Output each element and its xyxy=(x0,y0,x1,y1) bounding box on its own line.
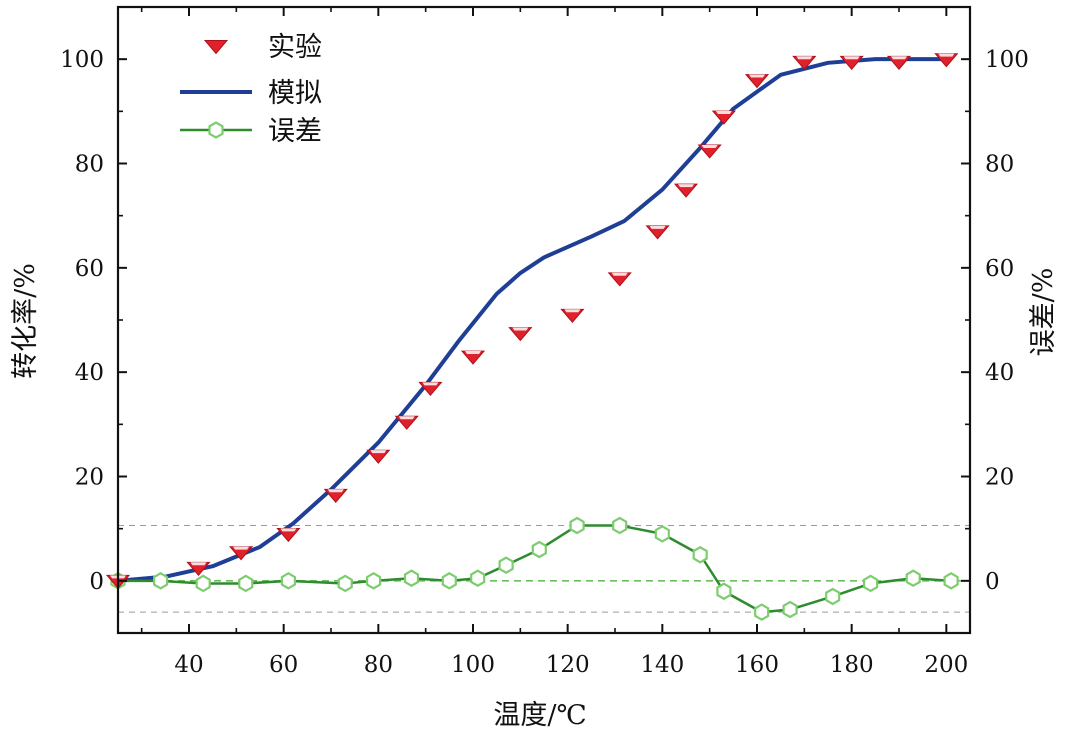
experiment-point xyxy=(228,546,254,561)
y-tick-label: 20 xyxy=(75,465,104,491)
y-tick-label: 0 xyxy=(89,569,104,595)
error-point xyxy=(498,556,514,574)
error-point xyxy=(153,572,169,590)
legend-marker-error xyxy=(208,121,224,139)
x-tick-label: 180 xyxy=(830,652,874,678)
y2-tick-label: 20 xyxy=(985,465,1014,491)
experiment-point xyxy=(886,55,912,70)
experiment-point xyxy=(792,55,817,70)
experiment-point xyxy=(744,74,770,89)
error-point xyxy=(716,582,732,601)
axes xyxy=(116,5,972,635)
y2-tick-label: 100 xyxy=(985,47,1029,73)
series-error xyxy=(110,516,959,621)
error-point xyxy=(862,574,879,593)
legend-label-error: 误差 xyxy=(268,116,322,147)
experiment-point xyxy=(323,488,348,503)
experiment-point xyxy=(645,225,670,240)
experiment-point xyxy=(418,381,443,397)
y-tick-label: 60 xyxy=(75,256,104,282)
x-tick-label: 120 xyxy=(546,652,590,678)
y-tick-label: 100 xyxy=(60,47,104,73)
x-axis-title: 温度/℃ xyxy=(493,700,586,731)
error-point xyxy=(654,525,670,543)
experiment-point xyxy=(186,561,211,576)
experiment-point xyxy=(560,308,585,323)
y-tick-label: 80 xyxy=(75,152,104,178)
error-point xyxy=(943,572,959,590)
error-point xyxy=(238,574,254,593)
x-tick-label: 40 xyxy=(174,652,203,678)
error-point xyxy=(470,569,486,587)
experiment-point xyxy=(276,527,301,543)
error-point xyxy=(441,572,457,590)
legend-label-experiment: 实验 xyxy=(268,32,322,63)
error-point xyxy=(569,516,585,535)
experiment-point xyxy=(839,55,864,70)
y2-tick-label: 40 xyxy=(985,360,1014,386)
y2-tick-label: 80 xyxy=(985,152,1014,178)
y-tick-label: 40 xyxy=(75,360,104,386)
plot-frame xyxy=(116,5,972,635)
error-point xyxy=(195,574,211,593)
error-point xyxy=(366,572,382,590)
error-point xyxy=(337,574,353,593)
y2-axis-title: 误差/% xyxy=(1028,268,1059,357)
error-point xyxy=(692,546,708,564)
error-point xyxy=(754,603,770,621)
series-simulation xyxy=(116,57,949,583)
error-point xyxy=(905,569,921,587)
error-point xyxy=(782,600,798,619)
experiment-point xyxy=(607,272,632,287)
x-tick-label: 80 xyxy=(364,652,393,678)
series-experiment xyxy=(105,53,959,590)
experiment-point xyxy=(366,449,391,464)
legend-label-simulation: 模拟 xyxy=(268,78,322,109)
y2-tick-label: 60 xyxy=(985,256,1014,282)
experiment-point xyxy=(508,327,533,342)
x-tick-label: 160 xyxy=(735,652,779,678)
experiment-point xyxy=(394,415,419,430)
x-tick-label: 140 xyxy=(640,652,684,678)
legend-marker-experiment xyxy=(203,40,229,55)
error-point xyxy=(280,572,296,590)
x-tick-label: 60 xyxy=(269,652,298,678)
experiment-point xyxy=(697,144,722,159)
x-tick-label: 200 xyxy=(924,652,968,678)
y2-tick-label: 0 xyxy=(985,569,1000,595)
reference-lines xyxy=(118,525,970,613)
error-point xyxy=(531,540,547,559)
ticks: 40 60 80 100 120 140 160 180 200 0 0 20 20 40 40 60 60 80… xyxy=(60,7,1029,678)
y-axis-title: 转化率/% xyxy=(10,263,41,379)
experiment-point xyxy=(673,183,699,198)
error-point xyxy=(825,587,841,606)
experiment-point xyxy=(460,350,486,365)
error-point xyxy=(403,569,420,587)
x-tick-label: 100 xyxy=(451,652,495,678)
experiment-point xyxy=(934,53,959,68)
experiment-point xyxy=(711,110,736,125)
error-point xyxy=(612,516,628,535)
simulation-line xyxy=(116,57,949,583)
